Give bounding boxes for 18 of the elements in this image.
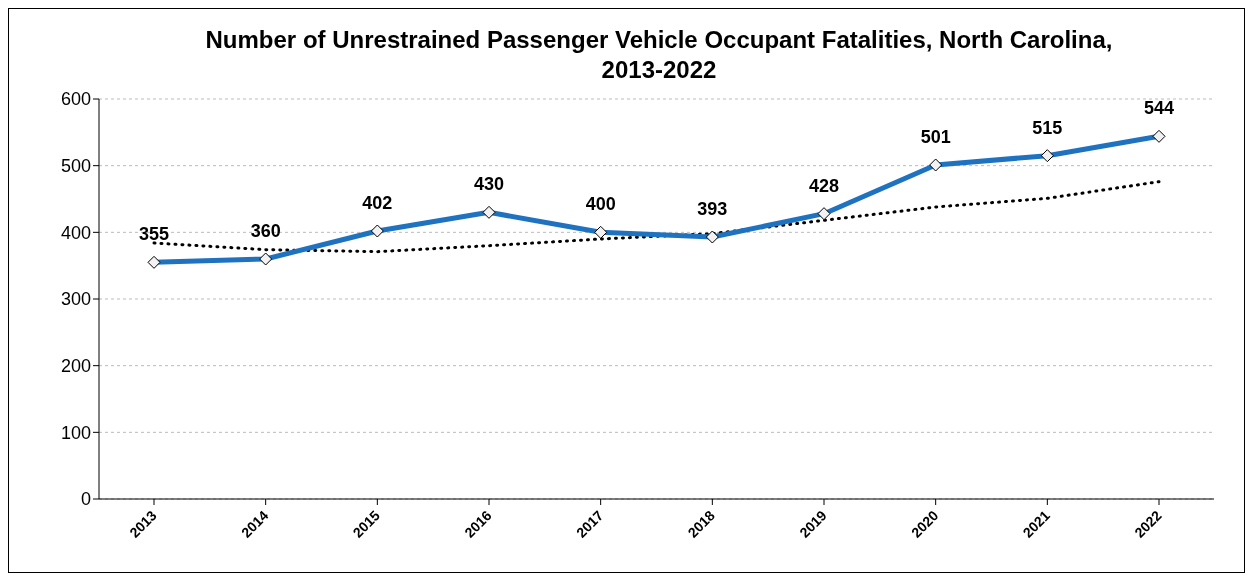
data-label: 393 [697,199,728,219]
chart-title: Number of Unrestrained Passenger Vehicle Occupant Fatalities, North Carolina, 2013-2022 [204,25,1114,85]
y-tick-label: 200 [60,356,91,377]
y-tick-label: 400 [60,222,91,243]
data-label: 355 [138,224,170,245]
data-label: 428 [808,175,840,196]
data-label: 430 [473,174,505,195]
data-label: 402 [362,193,393,213]
data-label: 515 [1032,117,1063,138]
data-label: 544 [1143,98,1175,119]
data-label: 360 [250,221,281,241]
y-tick-label: 500 [60,156,91,177]
y-tick-label: 100 [60,422,91,443]
data-label: 501 [920,127,951,147]
y-tick-label: 300 [60,289,91,310]
y-tick-label: 0 [80,489,91,510]
y-tick-label: 600 [60,89,91,110]
data-label: 400 [585,194,616,215]
